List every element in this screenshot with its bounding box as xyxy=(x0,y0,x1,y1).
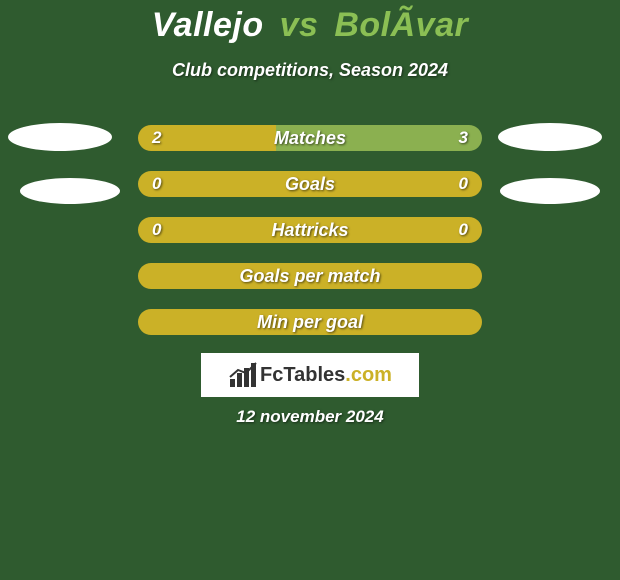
stat-label: Goals xyxy=(138,171,482,197)
logo-box: FcTables.com xyxy=(201,353,419,397)
stat-pill: 00Hattricks xyxy=(138,217,482,243)
stat-row: 23Matches xyxy=(0,125,620,151)
stat-pill: 00Goals xyxy=(138,171,482,197)
stat-label: Min per goal xyxy=(138,309,482,335)
stat-label: Hattricks xyxy=(138,217,482,243)
player2-name: BolÃ­var xyxy=(334,6,468,44)
stat-label: Goals per match xyxy=(138,263,482,289)
stat-row: 00Goals xyxy=(0,171,620,197)
stat-row: Goals per match xyxy=(0,263,620,289)
logo-suffix: .com xyxy=(345,364,392,386)
player1-name: Vallejo xyxy=(152,6,264,44)
stat-row: Min per goal xyxy=(0,309,620,335)
stat-pill: Goals per match xyxy=(138,263,482,289)
subtitle: Club competitions, Season 2024 xyxy=(0,60,620,81)
stat-pill: 23Matches xyxy=(138,125,482,151)
stat-pill: Min per goal xyxy=(138,309,482,335)
vs-label: vs xyxy=(280,6,319,44)
stat-row: 00Hattricks xyxy=(0,217,620,243)
stat-label: Matches xyxy=(138,125,482,151)
logo-brand: FcTables xyxy=(260,364,345,386)
page-title: Vallejo vs BolÃ­var xyxy=(0,6,620,45)
logo-text: FcTables.com xyxy=(260,364,392,387)
comparison-bars: 23Matches 00Goals 00Hattricks Goals per mat… xyxy=(0,125,620,355)
date-label: 12 november 2024 xyxy=(0,407,620,427)
chart-icon xyxy=(228,361,260,389)
